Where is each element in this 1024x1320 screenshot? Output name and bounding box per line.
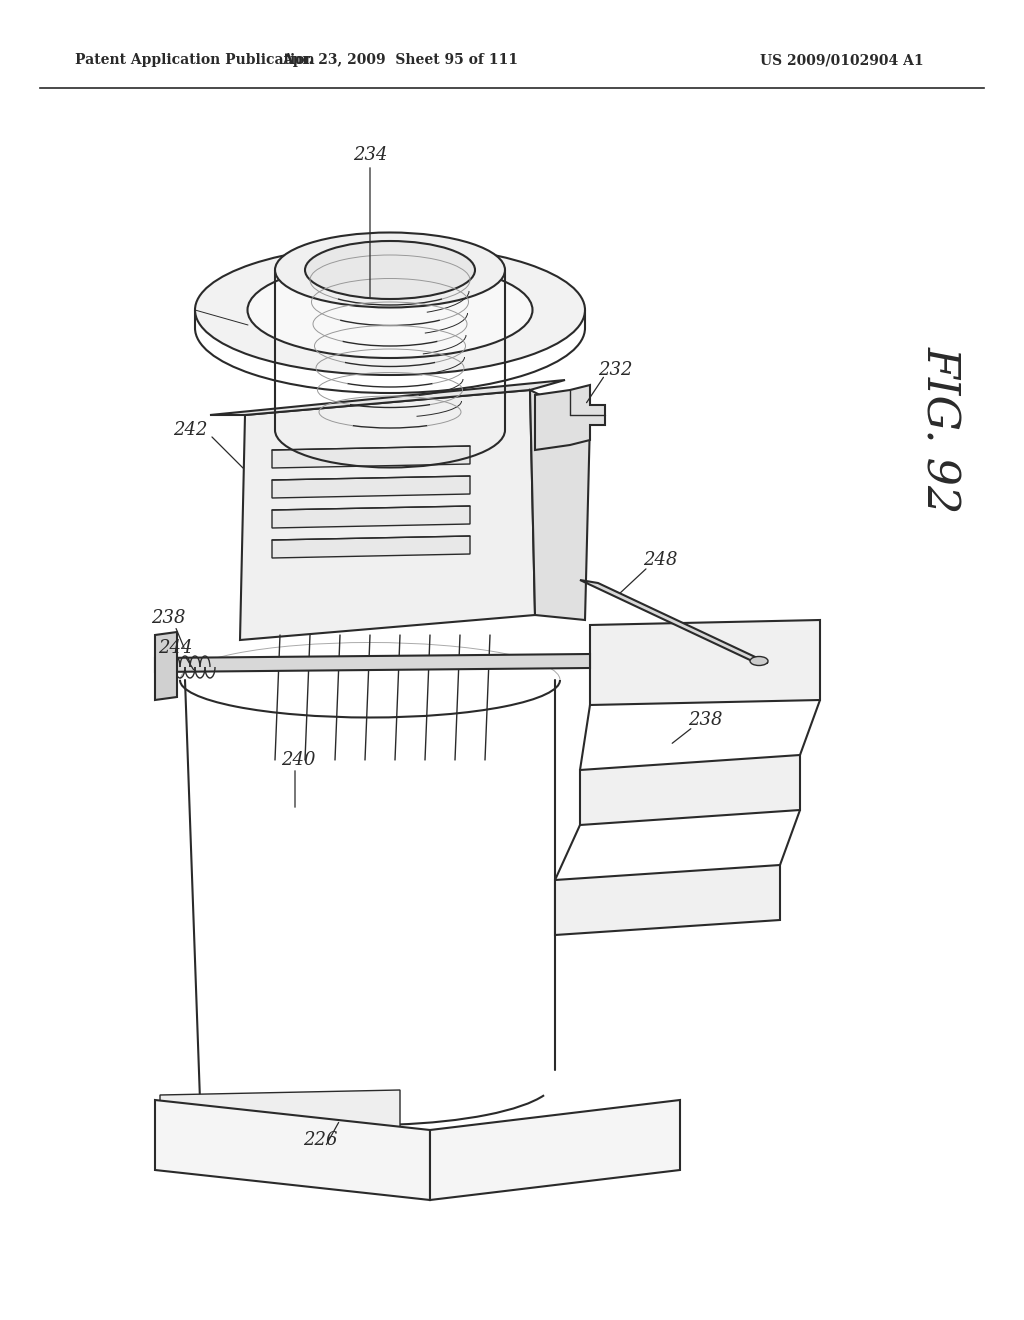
Text: 226: 226 [303, 1131, 337, 1148]
Polygon shape [272, 446, 470, 469]
Text: US 2009/0102904 A1: US 2009/0102904 A1 [760, 53, 924, 67]
Polygon shape [535, 385, 605, 450]
Polygon shape [430, 1100, 680, 1200]
Ellipse shape [750, 656, 768, 665]
Text: 242: 242 [173, 421, 207, 440]
Polygon shape [580, 579, 768, 663]
Text: 238: 238 [688, 711, 722, 729]
Text: 240: 240 [281, 751, 315, 770]
Polygon shape [272, 536, 470, 558]
Ellipse shape [305, 242, 475, 300]
Polygon shape [272, 477, 470, 498]
Polygon shape [530, 389, 590, 620]
Ellipse shape [275, 232, 505, 308]
Polygon shape [155, 632, 177, 700]
Text: 248: 248 [643, 550, 677, 569]
Text: Patent Application Publication: Patent Application Publication [75, 53, 314, 67]
Polygon shape [580, 755, 800, 825]
Polygon shape [155, 1100, 430, 1200]
Text: 234: 234 [352, 147, 387, 164]
Polygon shape [210, 380, 565, 414]
Polygon shape [272, 506, 470, 528]
Polygon shape [155, 653, 590, 672]
Text: 244: 244 [158, 639, 193, 657]
Polygon shape [555, 865, 780, 935]
Text: 238: 238 [151, 609, 185, 627]
Text: FIG. 92: FIG. 92 [919, 346, 962, 513]
Polygon shape [240, 389, 535, 640]
Ellipse shape [248, 261, 532, 358]
Text: 232: 232 [598, 360, 632, 379]
Text: Apr. 23, 2009  Sheet 95 of 111: Apr. 23, 2009 Sheet 95 of 111 [282, 53, 518, 67]
Polygon shape [160, 1090, 400, 1166]
Ellipse shape [195, 246, 585, 375]
Polygon shape [590, 620, 820, 705]
